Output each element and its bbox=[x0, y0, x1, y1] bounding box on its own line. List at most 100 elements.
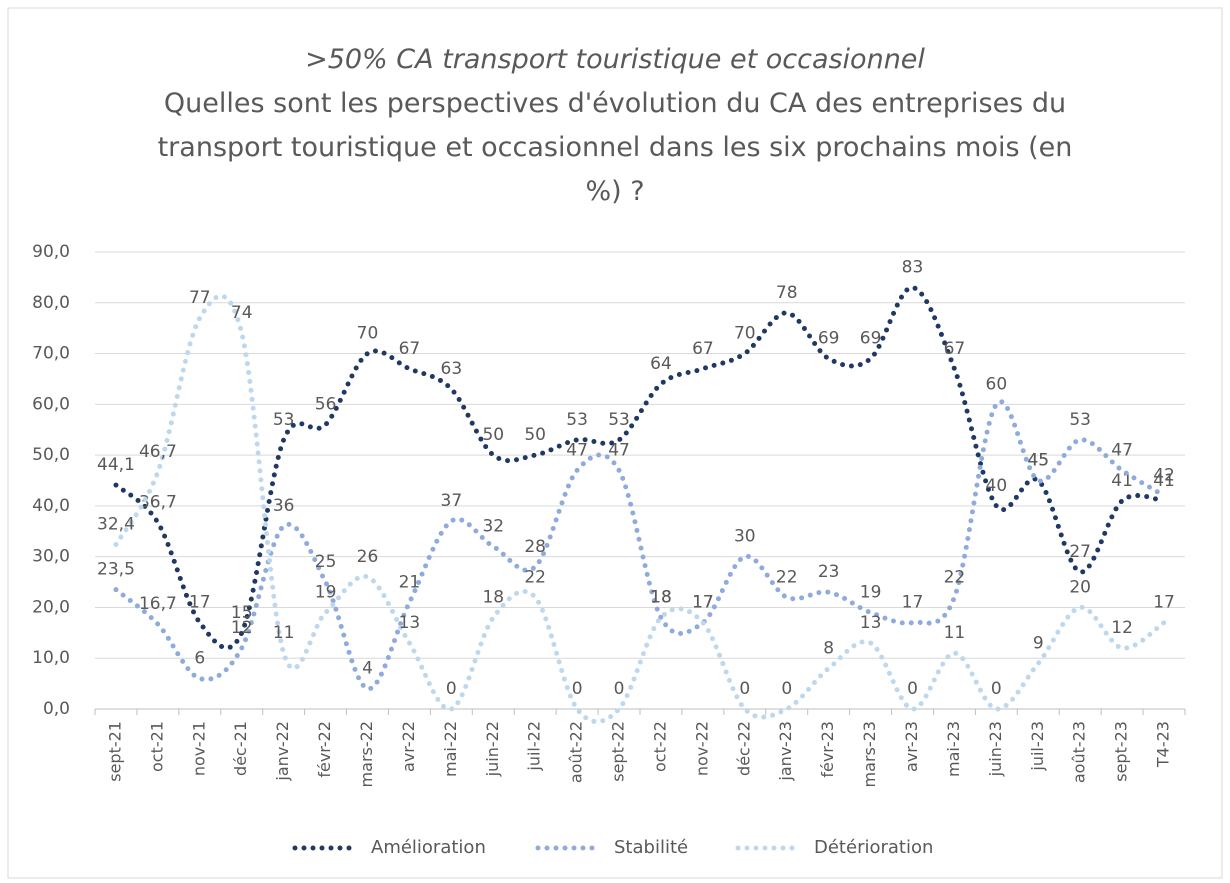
x-tick-label: mars-23 bbox=[860, 721, 879, 787]
x-tick-label: déc-21 bbox=[231, 721, 250, 776]
data-label: 47 bbox=[566, 440, 588, 460]
x-tick-label: sept-21 bbox=[105, 721, 124, 782]
data-label: 8 bbox=[823, 638, 834, 658]
header: >50% CA transport touristique et occasio… bbox=[140, 38, 1090, 214]
data-label: 17 bbox=[1153, 593, 1175, 613]
data-label: 78 bbox=[776, 283, 798, 303]
x-tick-label: sept-23 bbox=[1112, 721, 1131, 782]
chart-subtitle: Quelles sont les perspectives d'évolutio… bbox=[157, 88, 1073, 207]
data-label: 0 bbox=[781, 679, 792, 699]
x-tick-label: févr-22 bbox=[315, 721, 334, 778]
data-label: 37 bbox=[441, 491, 463, 511]
data-label: 74 bbox=[231, 303, 253, 323]
data-label: 28 bbox=[524, 537, 546, 557]
data-label: 36,7 bbox=[139, 493, 177, 513]
data-label: 22 bbox=[776, 567, 798, 587]
data-label: 11 bbox=[273, 623, 295, 643]
data-label: 16,7 bbox=[139, 594, 177, 614]
data-label: 25 bbox=[315, 552, 337, 572]
x-tick-label: janv-23 bbox=[776, 721, 795, 782]
data-label: 50 bbox=[482, 425, 504, 445]
data-label: 53 bbox=[566, 410, 588, 430]
y-tick-label: 70,0 bbox=[32, 344, 70, 364]
data-label: 23,5 bbox=[97, 560, 135, 580]
y-tick-label: 80,0 bbox=[32, 293, 70, 313]
data-label: 0 bbox=[614, 679, 625, 699]
y-tick-label: 50,0 bbox=[32, 445, 70, 465]
data-label: 69 bbox=[860, 329, 882, 349]
x-tick-label: janv-22 bbox=[273, 721, 292, 782]
data-label: 17 bbox=[692, 593, 714, 613]
y-tick-label: 30,0 bbox=[32, 547, 70, 567]
data-label: 53 bbox=[273, 410, 295, 430]
x-tick-label: oct-21 bbox=[147, 721, 166, 772]
data-label: 47 bbox=[608, 440, 630, 460]
data-label: 19 bbox=[315, 583, 337, 603]
data-label: 13 bbox=[860, 613, 882, 633]
data-label: 36 bbox=[273, 496, 295, 516]
series-line bbox=[113, 399, 1167, 692]
data-label: 46,7 bbox=[139, 442, 177, 462]
x-tick-label: T4-23 bbox=[1154, 721, 1173, 768]
data-label: 83 bbox=[902, 258, 924, 278]
data-label: 12 bbox=[231, 618, 253, 638]
data-label: 32,4 bbox=[97, 514, 135, 534]
data-label: 18 bbox=[650, 588, 672, 608]
data-label: 47 bbox=[1111, 440, 1133, 460]
series-line bbox=[113, 285, 1167, 651]
data-label: 20 bbox=[1069, 577, 1091, 597]
data-label: 42 bbox=[1153, 466, 1175, 486]
data-label: 67 bbox=[692, 339, 714, 359]
data-label: 19 bbox=[860, 583, 882, 603]
data-label: 67 bbox=[399, 339, 421, 359]
data-label: 13 bbox=[399, 613, 421, 633]
data-label: 0 bbox=[446, 679, 457, 699]
data-label: 60 bbox=[986, 374, 1008, 394]
data-label: 53 bbox=[1069, 410, 1091, 430]
x-tick-label: avr-23 bbox=[902, 721, 921, 772]
data-label: 0 bbox=[907, 679, 918, 699]
data-label: 27 bbox=[1069, 542, 1091, 562]
x-tick-label: févr-23 bbox=[818, 721, 837, 778]
data-label: 17 bbox=[692, 593, 714, 613]
data-label: 70 bbox=[357, 324, 379, 344]
series-line bbox=[113, 293, 1167, 725]
data-label: 17 bbox=[189, 593, 211, 613]
data-label: 26 bbox=[357, 547, 379, 567]
x-tick-label: mars-22 bbox=[357, 721, 376, 787]
legend-label: Amélioration bbox=[371, 837, 486, 858]
x-tick-label: juil-22 bbox=[525, 721, 544, 772]
data-label: 45 bbox=[1027, 451, 1049, 471]
x-tick-label: juin-22 bbox=[483, 721, 502, 777]
legend-label: Détérioration bbox=[814, 837, 933, 858]
data-label: 22 bbox=[944, 567, 966, 587]
data-label: 41 bbox=[1153, 471, 1175, 491]
y-tick-label: 10,0 bbox=[32, 648, 70, 668]
data-label: 17 bbox=[902, 593, 924, 613]
y-tick-label: 40,0 bbox=[32, 496, 70, 516]
data-label: 6 bbox=[194, 649, 205, 669]
data-label: 23 bbox=[818, 562, 840, 582]
data-label: 0 bbox=[572, 679, 583, 699]
x-tick-label: nov-22 bbox=[692, 721, 711, 776]
x-tick-label: août-22 bbox=[567, 721, 586, 783]
data-label: 18 bbox=[650, 588, 672, 608]
data-label: 53 bbox=[608, 410, 630, 430]
y-tick-label: 60,0 bbox=[32, 394, 70, 414]
data-label: 11 bbox=[944, 623, 966, 643]
y-tick-label: 0,0 bbox=[43, 699, 70, 719]
chart-title: >50% CA transport touristique et occasio… bbox=[305, 44, 925, 75]
data-label: 15 bbox=[231, 603, 253, 623]
data-label: 12 bbox=[1111, 618, 1133, 638]
x-tick-label: déc-22 bbox=[734, 721, 753, 776]
data-label: 50 bbox=[524, 425, 546, 445]
legend-label: Stabilité bbox=[614, 837, 688, 858]
data-label: 45 bbox=[1027, 451, 1049, 471]
data-label: 41 bbox=[1111, 471, 1133, 491]
data-label: 70 bbox=[734, 324, 756, 344]
data-label: 77 bbox=[189, 288, 211, 308]
y-tick-label: 90,0 bbox=[32, 242, 70, 262]
x-tick-label: mai-23 bbox=[944, 721, 963, 777]
